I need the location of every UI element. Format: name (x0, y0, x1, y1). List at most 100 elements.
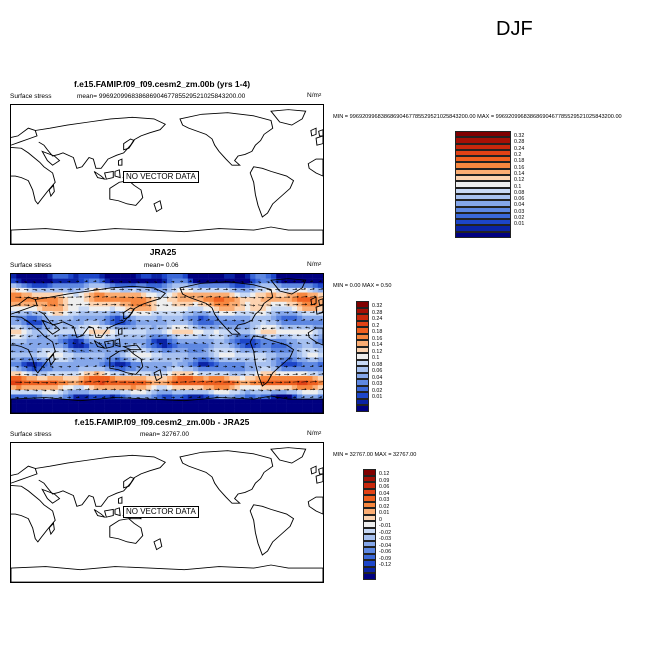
field-cell (156, 403, 163, 409)
field-cell (109, 403, 116, 409)
panel-3-minmax: MIN = 32767.00 MAX = 32767.00 (333, 452, 417, 458)
field-cell (255, 362, 261, 367)
field-cell (286, 385, 293, 391)
stress-vector-head (140, 327, 143, 330)
field-cell (239, 283, 246, 289)
field-cell (141, 389, 147, 395)
field-cell (16, 385, 22, 391)
stress-vector (318, 389, 323, 391)
field-cell (68, 375, 74, 381)
field-cell (182, 371, 189, 377)
field-cell (52, 389, 59, 395)
field-cell (208, 320, 215, 326)
field-cell (297, 348, 303, 353)
stress-vector-head (53, 389, 56, 392)
colorbar-1-swatch (455, 143, 511, 150)
field-cell (317, 338, 323, 344)
field-cell (255, 399, 261, 404)
colorbar-1-level: 0.18 (455, 159, 524, 169)
colorbar-2-tick-label: 0.03 (372, 381, 383, 388)
stress-vector-head (302, 280, 305, 283)
field-cell (73, 278, 79, 284)
field-cell (182, 362, 189, 367)
field-cell (260, 394, 267, 400)
field-cell (265, 380, 272, 386)
colorbar-2-level: 0.08 (356, 362, 382, 373)
field-cell (89, 371, 95, 377)
field-cell (234, 315, 241, 321)
colorbar-3-swatch (363, 514, 376, 521)
field-cell (89, 380, 95, 386)
field-cell (73, 292, 79, 298)
field-cell (281, 292, 287, 298)
stress-vector (32, 381, 40, 383)
stress-vector-head (225, 319, 228, 322)
field-cell (161, 343, 168, 349)
stress-vector-head (43, 366, 46, 369)
field-cell (120, 403, 126, 409)
field-cell (99, 338, 105, 344)
field-cell (193, 394, 199, 400)
field-cell (224, 329, 230, 335)
stress-vector-head (306, 341, 309, 344)
field-cell (265, 366, 272, 372)
field-cell (213, 297, 220, 303)
field-cell (120, 343, 126, 349)
field-cell (94, 362, 100, 367)
field-cell (224, 362, 230, 367)
field-cell (57, 334, 64, 340)
field-cell (73, 375, 79, 381)
field-cell (229, 278, 235, 284)
coastline (104, 508, 114, 518)
field-cell (115, 375, 121, 381)
colorbar-3-level: -0.06 (363, 550, 391, 560)
field-cell (203, 389, 209, 395)
field-cell (203, 366, 209, 372)
stress-vector-head (233, 365, 236, 368)
field-cell (151, 301, 157, 307)
field-cell (187, 301, 194, 307)
field-cell (11, 408, 17, 413)
coastline (11, 296, 38, 315)
field-cell (198, 274, 204, 279)
field-cell (297, 408, 303, 413)
field-cell (161, 375, 168, 381)
field-cell (172, 315, 178, 321)
field-cell (31, 343, 38, 349)
field-cell (271, 385, 277, 391)
field-cell (291, 320, 298, 326)
field-cell (94, 329, 100, 335)
field-cell (260, 320, 267, 326)
panel-1-mean-label: mean= 9969209968386869046778552952102584… (77, 93, 246, 100)
colorbar-1-swatch (455, 187, 511, 194)
field-cell (172, 324, 178, 330)
coastline (315, 135, 323, 146)
field-cell (156, 366, 163, 372)
field-cell (193, 352, 199, 358)
field-cell (302, 408, 308, 413)
field-cell (89, 329, 95, 335)
field-cell (245, 306, 251, 312)
field-cell (265, 292, 272, 298)
field-cell (135, 362, 142, 367)
field-cell (130, 352, 137, 358)
stress-vector-head (60, 319, 63, 322)
stress-vector (145, 304, 151, 306)
field-cell (177, 334, 183, 340)
field-cell (135, 366, 142, 372)
stress-vector (101, 288, 107, 290)
field-cell (250, 338, 256, 344)
stress-vector-head (294, 319, 297, 322)
stress-vector-head (286, 288, 289, 291)
stress-vector-head (216, 365, 219, 368)
stress-vector (318, 381, 323, 383)
field-cell (83, 375, 90, 381)
stress-vector-head (87, 388, 90, 391)
stress-vector-head (61, 311, 64, 314)
stress-vector-head (123, 303, 126, 306)
field-cell (312, 366, 319, 372)
stress-vector-head (96, 287, 99, 290)
field-cell (104, 403, 111, 409)
field-cell (281, 362, 287, 367)
field-cell (224, 343, 230, 349)
